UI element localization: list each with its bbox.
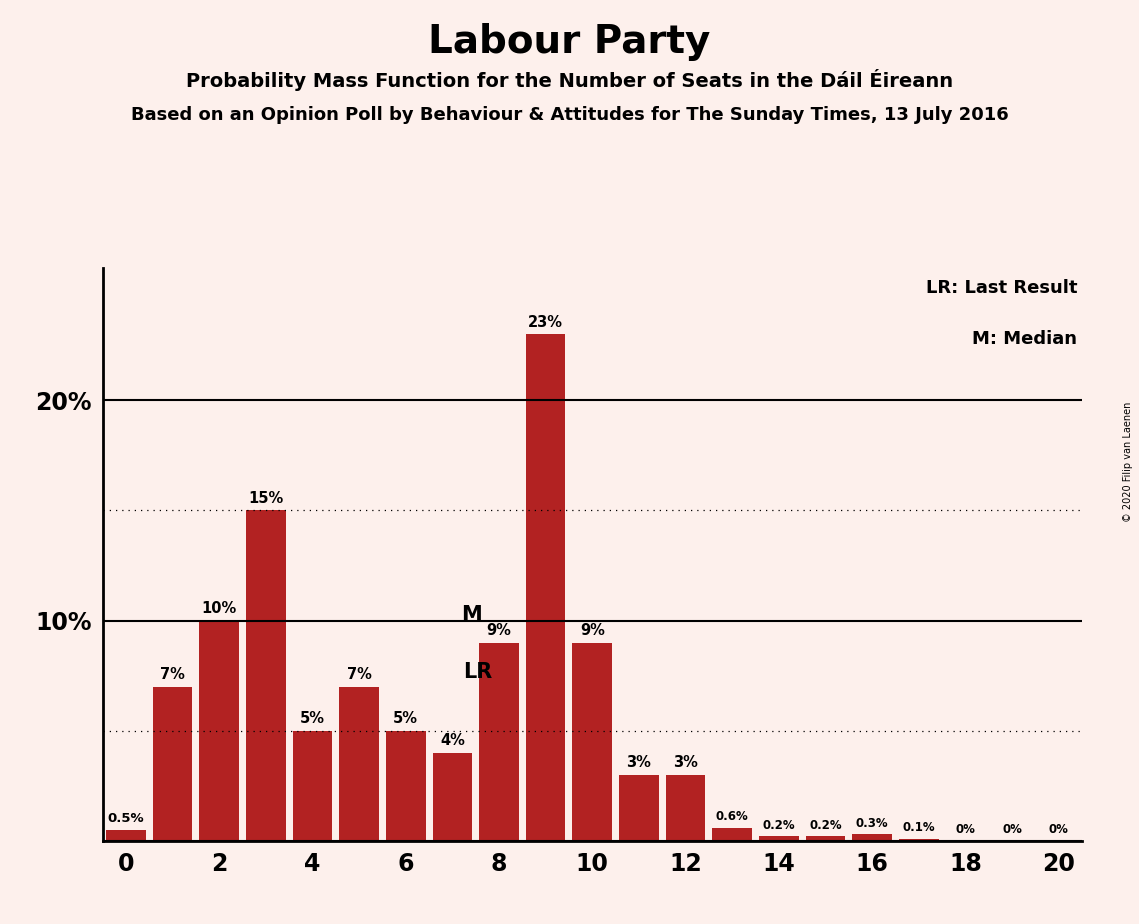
Text: M: Median: M: Median xyxy=(973,330,1077,347)
Bar xyxy=(573,642,612,841)
Text: Labour Party: Labour Party xyxy=(428,23,711,61)
Bar xyxy=(199,621,239,841)
Bar xyxy=(805,836,845,841)
Text: LR: LR xyxy=(464,663,493,682)
Bar xyxy=(526,334,565,841)
Text: 9%: 9% xyxy=(486,623,511,638)
Text: 5%: 5% xyxy=(300,711,325,726)
Text: 0.1%: 0.1% xyxy=(902,821,935,834)
Bar xyxy=(339,687,379,841)
Text: 0%: 0% xyxy=(956,823,975,836)
Bar xyxy=(386,731,426,841)
Text: LR: Last Result: LR: Last Result xyxy=(926,279,1077,297)
Text: 3%: 3% xyxy=(673,755,698,771)
Text: M: M xyxy=(460,605,482,625)
Text: 0.5%: 0.5% xyxy=(107,812,145,825)
Bar xyxy=(106,830,146,841)
Bar xyxy=(620,774,658,841)
Bar xyxy=(712,828,752,841)
Text: 15%: 15% xyxy=(248,491,284,506)
Text: Based on an Opinion Poll by Behaviour & Attitudes for The Sunday Times, 13 July : Based on an Opinion Poll by Behaviour & … xyxy=(131,106,1008,124)
Text: 7%: 7% xyxy=(161,667,185,682)
Bar xyxy=(665,774,705,841)
Text: 0%: 0% xyxy=(1002,823,1022,836)
Text: 0.2%: 0.2% xyxy=(762,819,795,832)
Text: 9%: 9% xyxy=(580,623,605,638)
Text: 0.3%: 0.3% xyxy=(855,817,888,830)
Text: 0.2%: 0.2% xyxy=(809,819,842,832)
Text: 0%: 0% xyxy=(1049,823,1068,836)
Text: 23%: 23% xyxy=(528,315,563,330)
Bar xyxy=(293,731,333,841)
Bar xyxy=(246,510,286,841)
Text: 4%: 4% xyxy=(440,734,465,748)
Bar xyxy=(759,836,798,841)
Text: © 2020 Filip van Laenen: © 2020 Filip van Laenen xyxy=(1123,402,1133,522)
Bar xyxy=(899,839,939,841)
Bar xyxy=(480,642,518,841)
Text: 10%: 10% xyxy=(202,602,237,616)
Text: Probability Mass Function for the Number of Seats in the Dáil Éireann: Probability Mass Function for the Number… xyxy=(186,69,953,91)
Text: 3%: 3% xyxy=(626,755,652,771)
Text: 7%: 7% xyxy=(346,667,371,682)
Bar xyxy=(852,834,892,841)
Text: 0.6%: 0.6% xyxy=(715,810,748,823)
Bar xyxy=(433,753,473,841)
Bar xyxy=(153,687,192,841)
Text: 5%: 5% xyxy=(393,711,418,726)
